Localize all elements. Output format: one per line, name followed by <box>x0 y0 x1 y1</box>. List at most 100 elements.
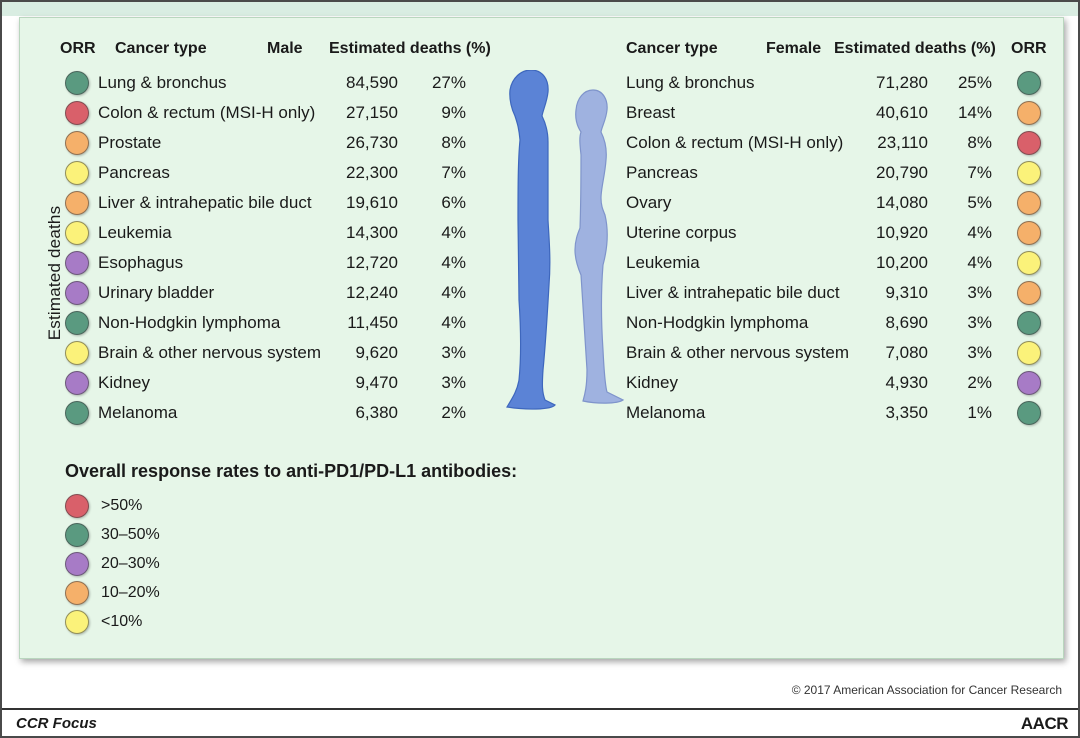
header-female: Female <box>766 40 822 57</box>
orr-dot-male <box>65 191 89 215</box>
male-cancer-type: Colon & rectum (MSI-H only) <box>98 103 316 122</box>
male-table-row: Colon & rectum (MSI-H only) 27,150 9% <box>20 98 540 128</box>
female-table-row: Lung & bronchus 71,280 25% <box>20 68 1060 98</box>
orr-dot-female <box>1017 71 1041 95</box>
male-cancer-type: Kidney <box>98 373 150 392</box>
legend-label: 30–50% <box>101 526 160 543</box>
female-cancer-type: Brain & other nervous system <box>626 343 849 362</box>
orr-dot-female <box>1017 281 1041 305</box>
orr-dot-male <box>65 221 89 245</box>
legend-title: Overall response rates to anti-PD1/PD-L1… <box>65 461 518 481</box>
header-estimated-deaths-male: Estimated deaths (%) <box>329 40 491 57</box>
female-cancer-type: Liver & intrahepatic bile duct <box>626 283 840 302</box>
female-deaths: 7,080 <box>885 343 928 362</box>
female-cancer-type: Breast <box>626 103 676 122</box>
female-table-row: Non-Hodgkin lymphoma 8,690 3% <box>20 308 1060 338</box>
legend-item: >50% <box>65 494 265 520</box>
female-table-row: Colon & rectum (MSI-H only) 23,110 8% <box>20 128 1060 158</box>
orr-dot-male <box>65 131 89 155</box>
copyright: © 2017 American Association for Cancer R… <box>791 683 1062 697</box>
journal-name: CCR Focus <box>16 715 97 732</box>
male-percent: 27% <box>431 73 466 92</box>
male-deaths: 9,620 <box>355 343 398 362</box>
male-cancer-type: Prostate <box>98 133 162 152</box>
male-table-row: Urinary bladder 12,240 4% <box>20 278 540 308</box>
female-table-row: Melanoma 3,350 1% <box>20 398 1060 428</box>
female-cancer-type: Melanoma <box>626 403 706 422</box>
female-percent: 7% <box>967 163 992 182</box>
male-table-row: Prostate 26,730 8% <box>20 128 540 158</box>
orr-dot-male <box>65 101 89 125</box>
female-silhouette-icon <box>574 89 625 404</box>
header-orr-male: ORR <box>60 40 96 57</box>
female-percent: 3% <box>967 343 992 362</box>
male-percent: 4% <box>441 283 466 302</box>
legend-swatch <box>65 552 89 576</box>
female-percent: 14% <box>957 103 992 122</box>
legend-label: 20–30% <box>101 555 160 572</box>
male-percent: 2% <box>441 403 466 422</box>
orr-dot-female <box>1017 341 1041 365</box>
legend-label: >50% <box>101 497 143 514</box>
female-table-row: Brain & other nervous system 7,080 3% <box>20 338 1060 368</box>
legend-item: 20–30% <box>65 552 265 578</box>
female-deaths: 4,930 <box>885 373 928 392</box>
male-table-row: Leukemia 14,300 4% <box>20 218 540 248</box>
female-table-row: Liver & intrahepatic bile duct 9,310 3% <box>20 278 1060 308</box>
orr-dot-female <box>1017 161 1041 185</box>
female-deaths: 23,110 <box>877 133 928 152</box>
legend-swatch <box>65 494 89 518</box>
orr-dot-female <box>1017 401 1041 425</box>
male-cancer-type: Melanoma <box>98 403 178 422</box>
male-percent: 4% <box>441 313 466 332</box>
male-deaths: 19,610 <box>346 193 398 212</box>
female-percent: 2% <box>967 373 992 392</box>
male-percent: 6% <box>441 193 466 212</box>
orr-dot-male <box>65 401 89 425</box>
male-deaths: 6,380 <box>355 403 398 422</box>
orr-dot-male <box>65 281 89 305</box>
female-cancer-type: Ovary <box>626 193 672 212</box>
header-cancer-type-male: Cancer type <box>115 40 207 57</box>
top-band <box>2 2 1078 16</box>
header-male: Male <box>267 40 303 57</box>
male-cancer-type: Brain & other nervous system <box>98 343 321 362</box>
female-cancer-type: Pancreas <box>626 163 698 182</box>
orr-dot-male <box>65 251 89 275</box>
male-table-row: Melanoma 6,380 2% <box>20 398 540 428</box>
male-deaths: 27,150 <box>346 103 398 122</box>
male-cancer-type: Urinary bladder <box>98 283 215 302</box>
male-percent: 7% <box>441 163 466 182</box>
female-deaths: 40,610 <box>876 103 928 122</box>
male-deaths: 22,300 <box>346 163 398 182</box>
male-percent: 3% <box>441 373 466 392</box>
legend-swatch <box>65 610 89 634</box>
male-deaths: 12,240 <box>346 283 398 302</box>
male-table-row: Liver & intrahepatic bile duct 19,610 6% <box>20 188 540 218</box>
female-table-row: Ovary 14,080 5% <box>20 188 1060 218</box>
male-cancer-type: Leukemia <box>98 223 172 242</box>
female-deaths: 71,280 <box>876 73 928 92</box>
female-deaths: 3,350 <box>885 403 928 422</box>
male-cancer-type: Lung & bronchus <box>98 73 227 92</box>
female-table-row: Kidney 4,930 2% <box>20 368 1060 398</box>
orr-dot-female <box>1017 221 1041 245</box>
female-deaths: 9,310 <box>885 283 928 302</box>
legend-item: <10% <box>65 610 265 636</box>
female-cancer-type: Uterine corpus <box>626 223 737 242</box>
female-cancer-type: Non-Hodgkin lymphoma <box>626 313 809 332</box>
orr-dot-female <box>1017 131 1041 155</box>
female-cancer-type: Leukemia <box>626 253 700 272</box>
male-cancer-type: Non-Hodgkin lymphoma <box>98 313 281 332</box>
header-cancer-type-female: Cancer type <box>626 40 718 57</box>
orr-dot-male <box>65 161 89 185</box>
legend-swatch <box>65 523 89 547</box>
male-deaths: 14,300 <box>346 223 398 242</box>
male-cancer-type: Pancreas <box>98 163 170 182</box>
female-percent: 1% <box>967 403 992 422</box>
orr-dot-female <box>1017 371 1041 395</box>
female-percent: 25% <box>957 73 992 92</box>
male-percent: 4% <box>441 223 466 242</box>
female-table-row: Breast 40,610 14% <box>20 98 1060 128</box>
